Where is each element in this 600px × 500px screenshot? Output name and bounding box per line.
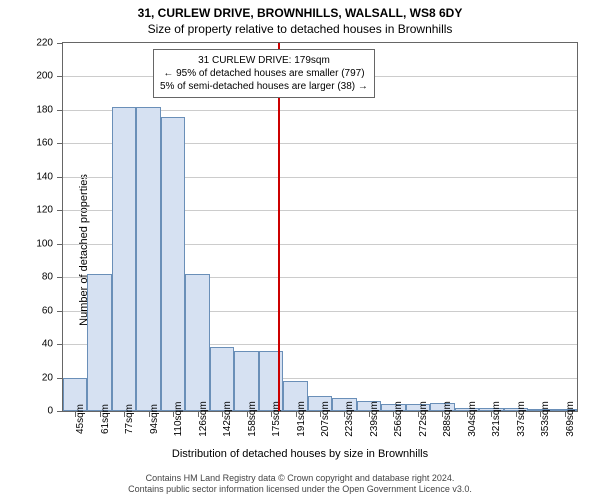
chart-title-sub: Size of property relative to detached ho… xyxy=(0,22,600,36)
footer-line2: Contains public sector information licen… xyxy=(10,484,590,496)
y-tick xyxy=(57,210,63,211)
y-tick-label: 0 xyxy=(47,406,53,417)
x-tick-label: 94sqm xyxy=(149,404,160,434)
y-tick-label: 60 xyxy=(42,305,53,316)
y-tick xyxy=(57,143,63,144)
plot-area: 02040608010012014016018020022045sqm61sqm… xyxy=(62,42,578,412)
annotation-line3: 5% of semi-detached houses are larger (3… xyxy=(160,80,368,93)
y-tick xyxy=(57,110,63,111)
x-tick-label: 223sqm xyxy=(344,401,355,437)
y-tick-label: 20 xyxy=(42,372,53,383)
y-tick-label: 160 xyxy=(36,138,53,149)
x-tick-label: 126sqm xyxy=(198,401,209,437)
annotation-line2: ← 95% of detached houses are smaller (79… xyxy=(160,67,368,80)
y-tick-label: 80 xyxy=(42,272,53,283)
x-tick-label: 45sqm xyxy=(75,404,86,434)
x-tick-label: 321sqm xyxy=(491,401,502,437)
histogram-bar xyxy=(136,107,160,411)
x-tick-label: 256sqm xyxy=(393,401,404,437)
x-tick-label: 337sqm xyxy=(516,401,527,437)
chart-title-main: 31, CURLEW DRIVE, BROWNHILLS, WALSALL, W… xyxy=(0,6,600,20)
annotation-box: 31 CURLEW DRIVE: 179sqm ← 95% of detache… xyxy=(153,49,375,98)
y-tick-label: 220 xyxy=(36,38,53,49)
x-tick-label: 175sqm xyxy=(271,401,282,437)
y-tick xyxy=(57,277,63,278)
histogram-bar xyxy=(161,117,185,411)
x-tick-label: 272sqm xyxy=(418,401,429,437)
x-tick-label: 239sqm xyxy=(369,401,380,437)
x-tick-label: 142sqm xyxy=(222,401,233,437)
y-tick xyxy=(57,244,63,245)
y-tick-label: 140 xyxy=(36,171,53,182)
histogram-bar xyxy=(87,274,111,411)
x-tick-label: 77sqm xyxy=(124,404,135,434)
x-tick-label: 61sqm xyxy=(100,404,111,434)
y-tick xyxy=(57,411,63,412)
y-tick-label: 100 xyxy=(36,238,53,249)
y-tick-label: 180 xyxy=(36,104,53,115)
histogram-bar xyxy=(185,274,209,411)
y-tick-label: 40 xyxy=(42,339,53,350)
x-tick-label: 158sqm xyxy=(247,401,258,437)
histogram-bar xyxy=(112,107,136,411)
y-tick-label: 200 xyxy=(36,71,53,82)
chart-container: 31, CURLEW DRIVE, BROWNHILLS, WALSALL, W… xyxy=(0,0,600,500)
y-tick xyxy=(57,43,63,44)
y-tick xyxy=(57,76,63,77)
x-axis-label: Distribution of detached houses by size … xyxy=(0,448,600,460)
y-tick xyxy=(57,311,63,312)
annotation-line1: 31 CURLEW DRIVE: 179sqm xyxy=(160,54,368,67)
footer-line1: Contains HM Land Registry data © Crown c… xyxy=(10,473,590,485)
x-tick-label: 110sqm xyxy=(173,402,184,437)
x-tick-label: 288sqm xyxy=(442,401,453,437)
x-tick-label: 304sqm xyxy=(467,401,478,437)
y-tick-label: 120 xyxy=(36,205,53,216)
y-tick xyxy=(57,344,63,345)
x-tick-label: 191sqm xyxy=(296,401,307,437)
x-tick-label: 207sqm xyxy=(320,401,331,437)
x-tick-label: 353sqm xyxy=(540,401,551,437)
x-tick-label: 369sqm xyxy=(565,401,576,437)
footer-text: Contains HM Land Registry data © Crown c… xyxy=(10,473,590,496)
reference-line xyxy=(278,43,280,411)
y-tick xyxy=(57,177,63,178)
